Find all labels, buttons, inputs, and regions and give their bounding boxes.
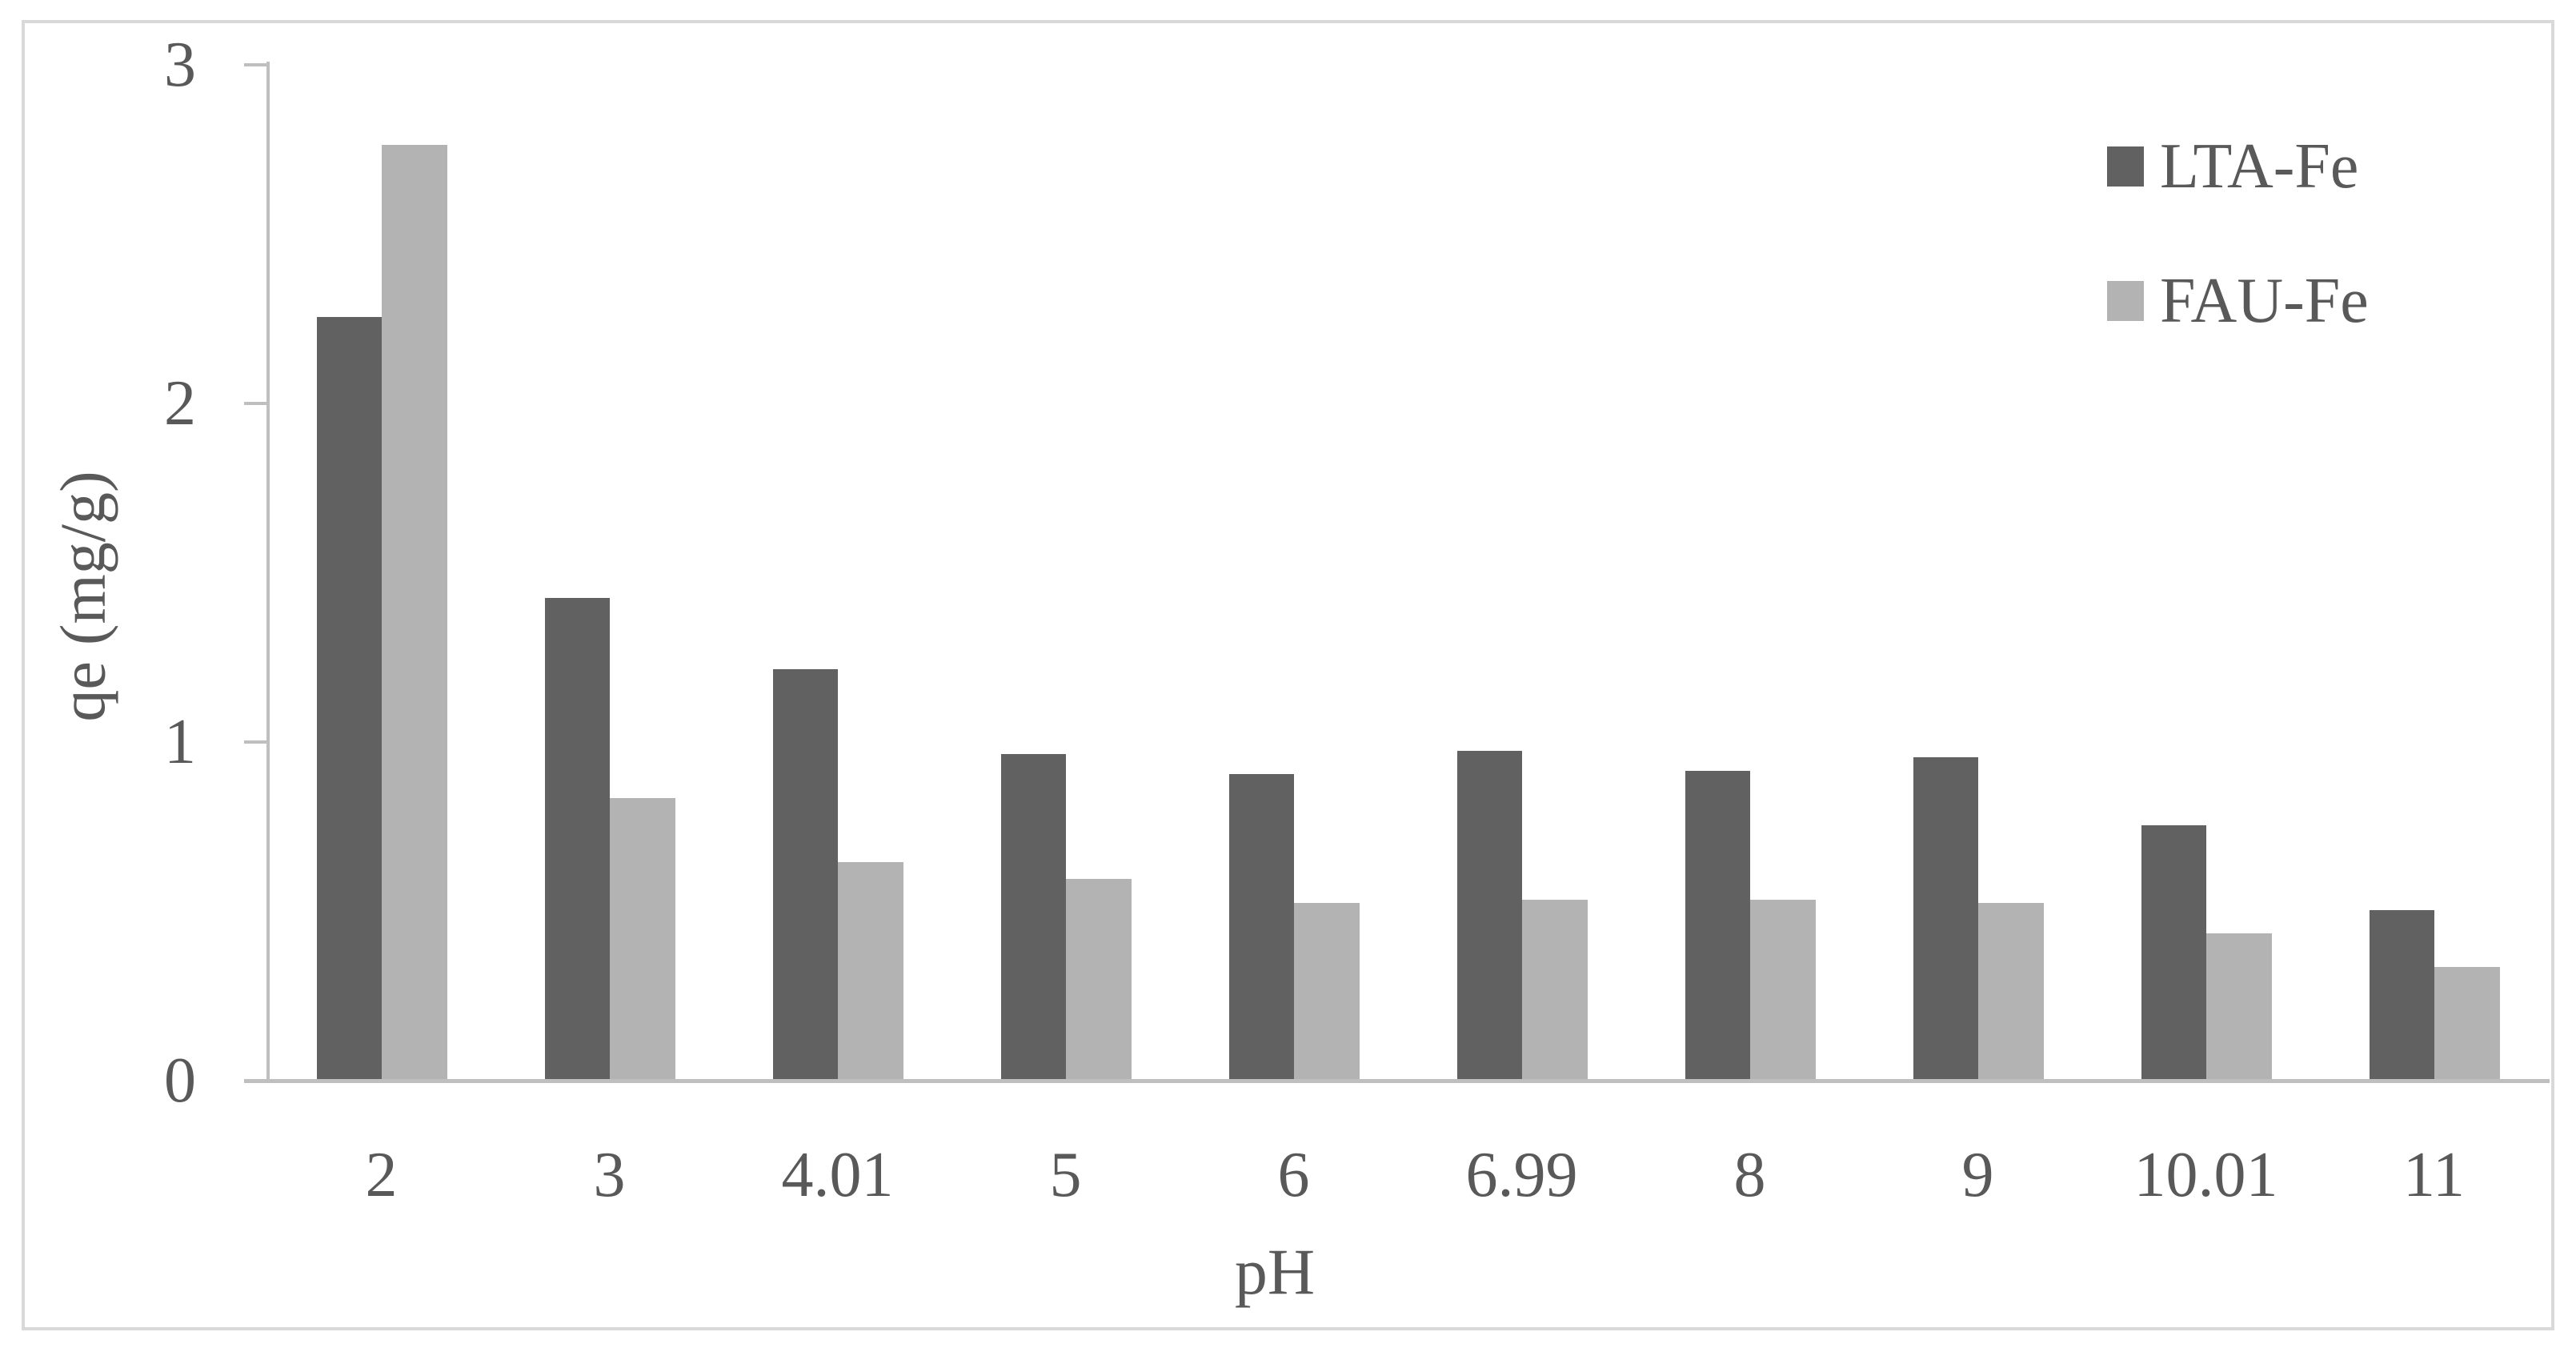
x-tick-label: 2 — [365, 1140, 398, 1210]
y-tick-label: 0 — [164, 1045, 196, 1116]
legend-item-lta-fe: LTA-Fe — [2107, 134, 2358, 199]
x-axis-title: pH — [1234, 1235, 1316, 1308]
bar-lta-fe — [544, 598, 610, 1079]
chart-border — [22, 20, 2554, 1330]
bar-lta-fe — [1456, 750, 1522, 1079]
x-tick-label: 8 — [1733, 1140, 1766, 1210]
y-tick-mark — [244, 1079, 266, 1082]
bar-fau-fe — [2205, 933, 2272, 1079]
x-tick-label: 3 — [593, 1140, 626, 1210]
legend-label-lta-fe: LTA-Fe — [2160, 131, 2359, 202]
bar-lta-fe — [2369, 909, 2434, 1079]
legend-swatch-fau-fe — [2107, 281, 2144, 321]
bar-fau-fe — [2434, 967, 2500, 1079]
y-tick-mark — [244, 402, 266, 405]
y-tick-label: 1 — [164, 707, 196, 777]
y-tick-mark — [244, 740, 266, 744]
bar-fau-fe — [1293, 903, 1360, 1079]
bar-fau-fe — [1065, 879, 1132, 1079]
bar-lta-fe — [1913, 757, 1978, 1079]
y-tick-label: 2 — [164, 368, 196, 439]
bar-fau-fe — [1749, 899, 1816, 1079]
legend-item-fau-fe: FAU-Fe — [2107, 269, 2369, 333]
x-tick-label: 6.99 — [1465, 1140, 1578, 1210]
bar-fau-fe — [609, 797, 675, 1079]
y-axis-line — [266, 62, 270, 1082]
bar-lta-fe — [2141, 824, 2206, 1079]
bar-lta-fe — [1228, 774, 1294, 1079]
x-axis-line — [244, 1079, 2550, 1083]
y-tick-label: 3 — [164, 30, 196, 100]
y-tick-mark — [244, 63, 266, 66]
bar-lta-fe — [1685, 771, 1750, 1079]
x-tick-label: 9 — [1961, 1140, 1994, 1210]
bar-fau-fe — [381, 144, 447, 1079]
x-tick-label: 10.01 — [2133, 1140, 2278, 1210]
bar-fau-fe — [1521, 899, 1588, 1079]
x-tick-label: 11 — [2402, 1140, 2466, 1210]
x-tick-label: 4.01 — [781, 1140, 894, 1210]
x-tick-label: 6 — [1277, 1140, 1310, 1210]
legend-label-fau-fe: FAU-Fe — [2160, 266, 2369, 336]
x-tick-label: 5 — [1049, 1140, 1082, 1210]
bar-fau-fe — [1977, 903, 2044, 1079]
y-axis-title: qe (mg/g) — [48, 471, 119, 722]
legend-swatch-lta-fe — [2107, 146, 2144, 187]
bar-lta-fe — [772, 669, 838, 1079]
bar-lta-fe — [1000, 753, 1066, 1079]
bar-fau-fe — [837, 862, 903, 1079]
bar-lta-fe — [316, 317, 382, 1079]
